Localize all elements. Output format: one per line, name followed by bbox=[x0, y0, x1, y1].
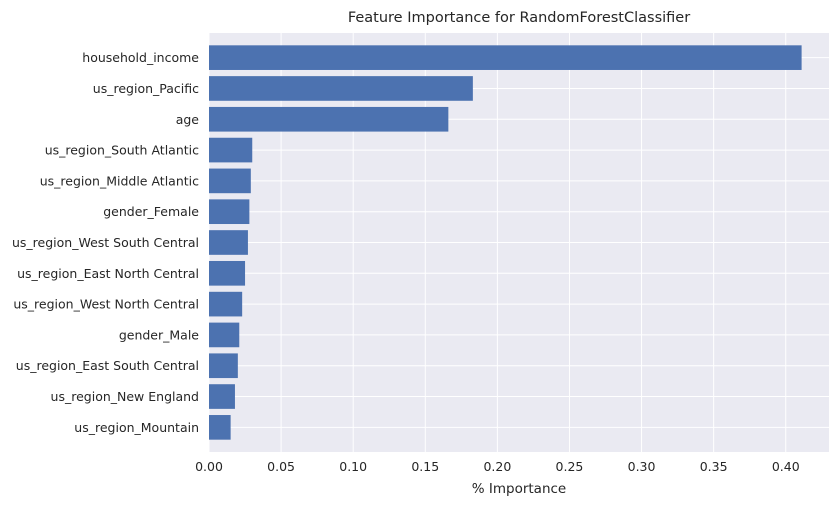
y-tick-label: us_region_Pacific bbox=[93, 81, 199, 96]
x-tick-label: 0.10 bbox=[339, 459, 367, 474]
bar-gender-female bbox=[209, 199, 250, 225]
bar-us-region-east-north-central bbox=[209, 260, 246, 286]
x-tick-label: 0.25 bbox=[556, 459, 584, 474]
bar-us-region-pacific bbox=[209, 76, 473, 101]
bar-us-region-mountain bbox=[209, 415, 231, 440]
y-tick-label: household_income bbox=[82, 50, 199, 65]
y-tick-label: us_region_Middle Atlantic bbox=[40, 173, 199, 188]
bar-us-region-east-south-central bbox=[209, 353, 238, 379]
x-tick-label: 0.20 bbox=[483, 459, 511, 474]
y-tick-label: us_region_New England bbox=[51, 389, 199, 404]
y-tick-label: us_region_East South Central bbox=[16, 358, 199, 373]
bars bbox=[209, 45, 802, 440]
y-tick-label: us_region_Mountain bbox=[74, 420, 199, 435]
bar-us-region-south-atlantic bbox=[209, 137, 253, 163]
y-tick-label: us_region_South Atlantic bbox=[45, 143, 199, 158]
bar-us-region-west-north-central bbox=[209, 291, 243, 317]
y-tick-label: us_region_East North Central bbox=[17, 266, 199, 281]
bar-household-income bbox=[209, 45, 802, 70]
x-tick-label: 0.05 bbox=[267, 459, 295, 474]
x-tick-label: 0.35 bbox=[700, 459, 728, 474]
x-tick-label: 0.30 bbox=[628, 459, 656, 474]
bar-us-region-west-south-central bbox=[209, 230, 248, 255]
y-tick-label: us_region_West South Central bbox=[12, 235, 199, 250]
bar-gender-male bbox=[209, 322, 240, 348]
y-tick-label: age bbox=[176, 112, 200, 127]
y-tick-label: gender_Female bbox=[103, 204, 199, 219]
y-tick-label: gender_Male bbox=[119, 327, 199, 342]
bar-us-region-new-england bbox=[209, 384, 235, 409]
x-tick-labels: 0.00 0.05 0.10 0.15 0.20 0.25 0.30 0.35 0.40 bbox=[195, 459, 800, 474]
x-tick-label: 0.15 bbox=[411, 459, 439, 474]
chart-title: Feature Importance for RandomForestClass… bbox=[348, 10, 690, 26]
bar-us-region-middle-atlantic bbox=[209, 168, 251, 194]
x-tick-label: 0.00 bbox=[195, 459, 223, 474]
x-tick-label: 0.40 bbox=[772, 459, 800, 474]
bar-age bbox=[209, 106, 449, 132]
x-axis-label: % Importance bbox=[472, 481, 566, 497]
y-tick-label: us_region_West North Central bbox=[13, 297, 199, 312]
